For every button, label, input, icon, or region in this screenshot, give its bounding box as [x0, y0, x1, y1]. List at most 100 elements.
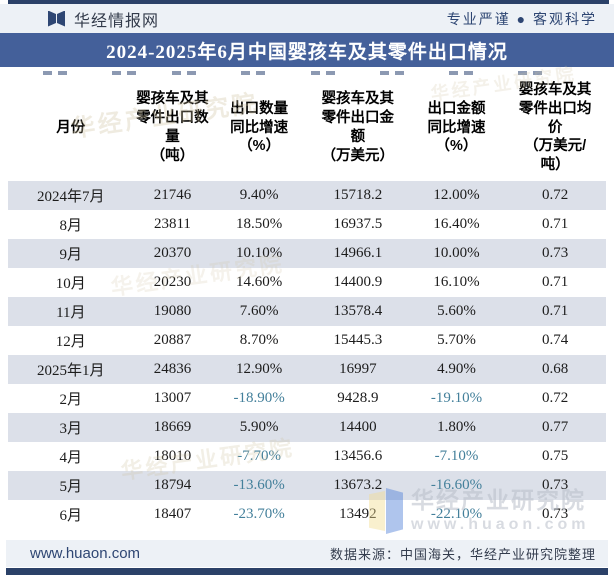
cell-amount-yoy: 16.10% [433, 274, 480, 290]
cell-amount-yoy: -7.10% [434, 448, 479, 464]
cell-export-amount: 15445.3 [333, 332, 383, 348]
watermark-tile-row [0, 71, 614, 76]
table-row: 12月 20887 8.70% 15445.3 5.70% 0.74 [8, 326, 606, 355]
cell-quantity-yoy: 8.70% [239, 332, 279, 348]
cell-avg-price: 0.68 [542, 361, 569, 377]
cell-amount-yoy: 5.70% [437, 332, 476, 348]
cell-month: 2025年1月 [37, 363, 105, 379]
cell-amount-yoy: 1.80% [437, 419, 476, 435]
cell-quantity-yoy: 18.50% [236, 216, 283, 232]
cell-avg-price: 0.75 [542, 448, 569, 464]
cell-export-amount: 15718.2 [333, 187, 383, 203]
cell-export-quantity: 23811 [153, 216, 191, 232]
table-row: 5月 18794 -13.60% 13673.2 -16.60% 0.73 [8, 471, 606, 500]
cell-quantity-yoy: 10.10% [236, 245, 283, 261]
cell-export-quantity: 18407 [153, 506, 192, 522]
cell-avg-price: 0.72 [542, 187, 569, 203]
cell-export-quantity: 20230 [153, 274, 192, 290]
cell-month: 6月 [59, 508, 83, 524]
cell-month: 11月 [56, 305, 86, 321]
cell-quantity-yoy: -18.90% [233, 390, 285, 406]
cell-month: 3月 [59, 421, 83, 437]
column-header-1: 婴孩车及其 零件出口数 量 （吨） [136, 91, 209, 164]
table-header-row: 月份 婴孩车及其 零件出口数 量 （吨） 出口数量 同比增速 （%） 婴孩车及其 零件… [8, 75, 606, 181]
cell-export-quantity: 18794 [153, 477, 192, 493]
cell-amount-yoy: -22.10% [430, 506, 483, 522]
brand-bar: 华经情报网 专业严谨 ● 客观科学 [0, 4, 614, 33]
cell-export-amount: 13456.6 [333, 448, 383, 464]
title-bar: 2024-2025年6月中国婴孩车及其零件出口情况 [0, 33, 614, 67]
cell-month: 12月 [55, 334, 86, 350]
table-row: 6月 18407 -23.70% 13492 -22.10% 0.73 [8, 500, 606, 529]
cell-quantity-yoy: 14.60% [236, 274, 283, 290]
cell-quantity-yoy: -23.70% [233, 506, 285, 522]
cell-quantity-yoy: 7.60% [239, 303, 279, 319]
cell-quantity-yoy: 12.90% [236, 361, 283, 377]
column-header-3: 婴孩车及其 零件出口金 额 （万美元） [321, 91, 395, 164]
cell-avg-price: 0.73 [542, 477, 569, 493]
column-header-5: 婴孩车及其 零件出口均 价 （万美元/ 吨） [518, 81, 592, 174]
footer-bar: www.huaon.com 数据来源：中国海关，华经产业研究院整理 [6, 540, 608, 567]
cell-quantity-yoy: -7.70% [237, 448, 282, 464]
cell-amount-yoy: -19.10% [430, 390, 483, 406]
cell-month: 2024年7月 [37, 189, 105, 205]
top-border-line [8, 0, 609, 4]
cell-month: 8月 [59, 218, 83, 234]
table-row: 8月 23811 18.50% 16937.5 16.40% 0.71 [8, 210, 606, 239]
cell-avg-price: 0.71 [542, 216, 569, 232]
cell-export-amount: 16937.5 [333, 216, 383, 232]
export-data-table: 月份 婴孩车及其 零件出口数 量 （吨） 出口数量 同比增速 （%） 婴孩车及其 零件… [8, 75, 606, 529]
footer-site-url: www.huaon.com [30, 545, 141, 562]
table-row: 3月 18669 5.90% 14400 1.80% 0.77 [8, 413, 606, 442]
bottom-border-line [6, 568, 608, 575]
cell-export-amount: 13673.2 [333, 477, 383, 493]
table-row: 9月 20370 10.10% 14966.1 10.00% 0.73 [8, 239, 606, 268]
cell-amount-yoy: -16.60% [430, 477, 483, 493]
cell-export-quantity: 20370 [153, 245, 192, 261]
footer-data-source: 数据来源：中国海关，华经产业研究院整理 [329, 547, 596, 562]
cell-export-amount: 14400.9 [333, 274, 383, 290]
cell-avg-price: 0.72 [542, 390, 569, 406]
export-data-table-wrap: 月份 婴孩车及其 零件出口数 量 （吨） 出口数量 同比增速 （%） 婴孩车及其 零件… [8, 75, 606, 529]
page-title: 2024-2025年6月中国婴孩车及其零件出口情况 [106, 41, 508, 63]
cell-avg-price: 0.74 [542, 332, 569, 348]
table-row: 2025年1月 24836 12.90% 16997 4.90% 0.68 [8, 355, 606, 384]
cell-export-quantity: 18010 [153, 448, 192, 464]
cell-month: 4月 [59, 450, 83, 466]
cell-export-quantity: 19080 [153, 303, 192, 319]
cell-month: 2月 [59, 392, 83, 408]
cell-export-quantity: 24836 [153, 361, 192, 377]
cell-export-amount: 13492 [339, 506, 377, 522]
table-row: 4月 18010 -7.70% 13456.6 -7.10% 0.75 [8, 442, 606, 471]
cell-export-quantity: 18669 [153, 419, 192, 435]
table-row: 11月 19080 7.60% 13578.4 5.60% 0.71 [8, 297, 606, 326]
cell-amount-yoy: 5.60% [437, 303, 476, 319]
table-row: 2月 13007 -18.90% 9428.9 -19.10% 0.72 [8, 384, 606, 413]
cell-avg-price: 0.71 [542, 274, 569, 290]
cell-quantity-yoy: 5.90% [239, 419, 279, 435]
cell-avg-price: 0.73 [542, 506, 569, 522]
cell-export-quantity: 20887 [153, 332, 192, 348]
cell-avg-price: 0.77 [542, 419, 569, 435]
column-header-0: 月份 [56, 119, 86, 136]
cell-amount-yoy: 10.00% [433, 245, 480, 261]
cell-export-amount: 13578.4 [333, 303, 383, 319]
cell-export-amount: 9428.9 [337, 390, 379, 406]
huaon-logo-icon [47, 10, 66, 27]
cell-amount-yoy: 4.90% [437, 361, 476, 377]
cell-month: 10月 [55, 276, 86, 292]
cell-export-amount: 16997 [339, 361, 377, 377]
cell-export-amount: 14966.1 [333, 245, 383, 261]
cell-export-amount: 14400 [339, 419, 377, 435]
cell-quantity-yoy: -13.60% [233, 477, 285, 493]
table-body: 2024年7月 21746 9.40% 15718.2 12.00% 0.72 … [8, 181, 606, 529]
cell-export-quantity: 13007 [153, 390, 192, 406]
cell-amount-yoy: 12.00% [433, 187, 480, 203]
cell-quantity-yoy: 9.40% [239, 187, 279, 203]
cell-month: 9月 [59, 247, 83, 263]
cell-month: 5月 [59, 479, 83, 495]
cell-amount-yoy: 16.40% [433, 216, 480, 232]
cell-avg-price: 0.73 [542, 245, 569, 261]
column-header-2: 出口数量 同比增速 （%） [230, 100, 289, 155]
brand-slogan: 专业严谨 ● 客观科学 [446, 10, 597, 27]
